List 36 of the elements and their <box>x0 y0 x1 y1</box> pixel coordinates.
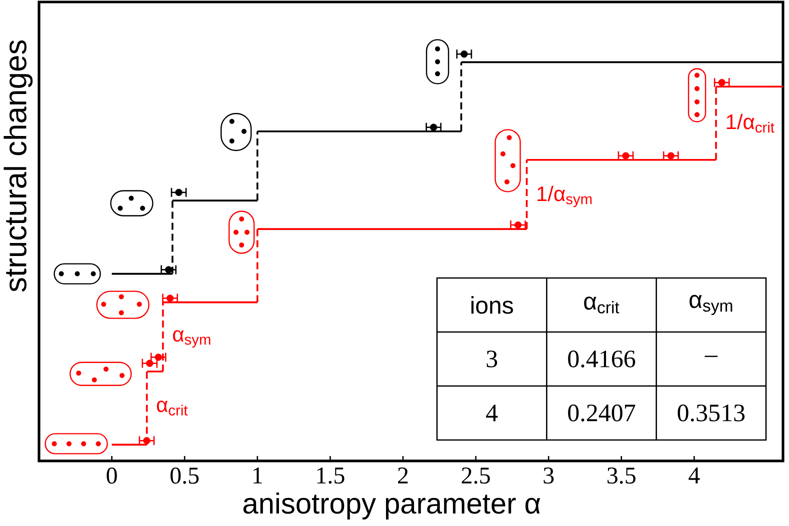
x-tick-label: 2.5 <box>462 468 490 484</box>
point <box>430 124 438 131</box>
annotation: α$_{sym}$ <box>690 294 732 316</box>
point <box>154 354 162 361</box>
x-tick-label: 3 <box>544 468 554 484</box>
annotation: 4 <box>486 404 498 422</box>
annotation: 1/α$_{sym}$ <box>538 186 592 208</box>
point <box>164 266 172 274</box>
point <box>667 152 674 160</box>
annotation: 0.3513 <box>678 404 745 422</box>
point <box>175 188 182 196</box>
annotation: 0.4166 <box>568 350 636 368</box>
point <box>622 152 630 160</box>
annotation: ions <box>471 296 513 314</box>
point <box>143 437 150 444</box>
x-tick-label: 2 <box>398 468 408 484</box>
x-tick-label: 0 <box>106 468 117 484</box>
point <box>166 294 174 302</box>
point <box>146 360 154 367</box>
annotation: 1/α$_{crit}$ <box>726 114 774 133</box>
y-axis-title: structural changes <box>4 40 33 292</box>
point <box>514 221 522 229</box>
annotation: – <box>704 356 718 357</box>
x-tick-label: 1 <box>254 468 262 484</box>
x-tick-label: 0.5 <box>170 468 199 484</box>
point <box>460 50 468 58</box>
x-tick-label: 4 <box>688 468 700 484</box>
annotation: 3 <box>486 350 498 368</box>
x-tick-label: 1.5 <box>317 468 344 484</box>
annotation: α$_{sym}$ <box>173 330 210 348</box>
annotation: 0.2407 <box>568 404 636 422</box>
annotation: α$_{crit}$ <box>156 400 188 416</box>
x-axis-title: anisotropy parameter α <box>243 492 540 520</box>
annotation: α$_{crit}$ <box>584 296 620 314</box>
point <box>718 78 726 86</box>
x-tick-label: 3.5 <box>608 468 636 484</box>
